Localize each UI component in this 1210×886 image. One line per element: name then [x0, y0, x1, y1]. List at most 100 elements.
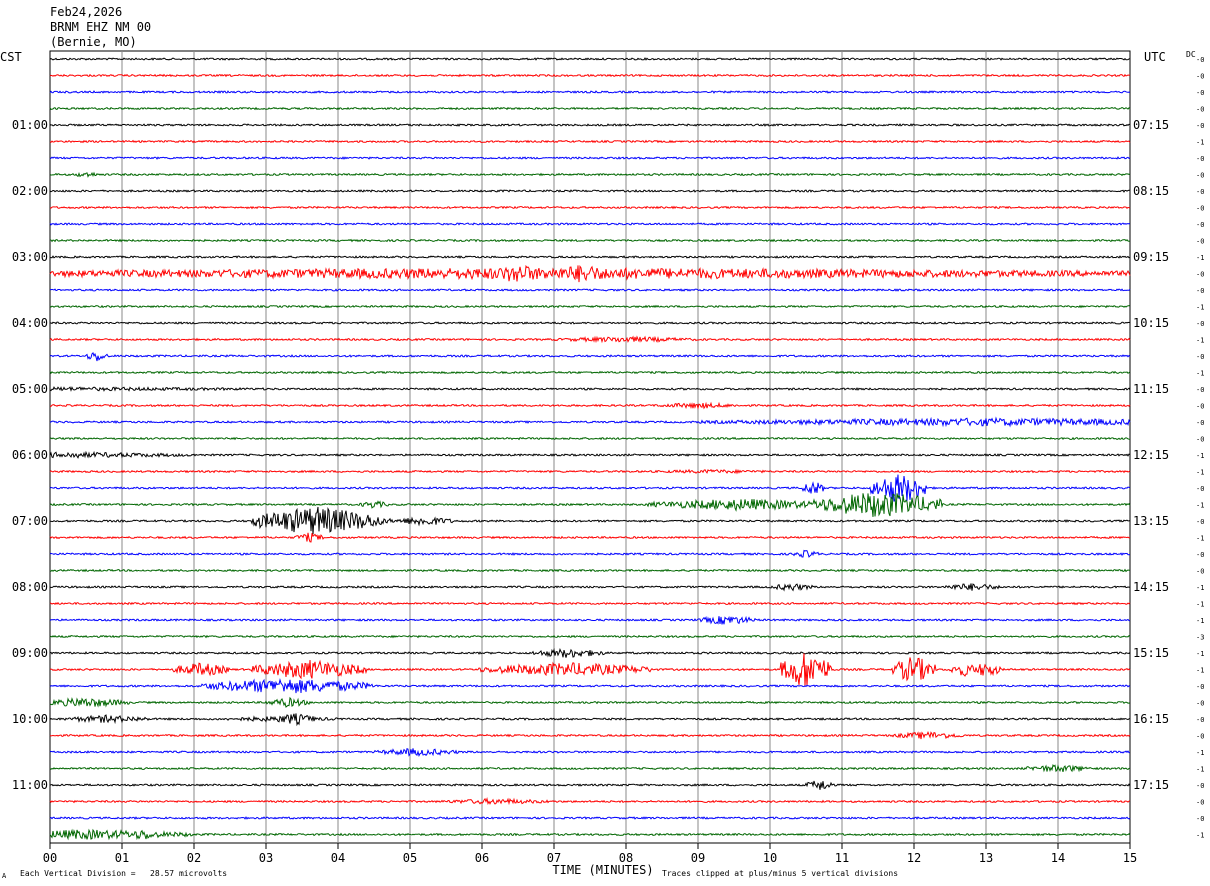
trace-row [49, 288, 1131, 292]
trace-row [49, 828, 1131, 841]
trace-row [49, 156, 1131, 160]
dc-offset-label: -0 [1196, 238, 1204, 246]
trace-row [49, 73, 1131, 78]
dc-offset-label: -0 [1196, 403, 1204, 411]
trace-row [49, 139, 1131, 144]
x-tick-label: 10 [763, 851, 777, 865]
trace-row [49, 304, 1131, 309]
dc-offset-label: -0 [1196, 287, 1204, 295]
plot-frame [49, 50, 1131, 844]
trace-row [49, 748, 1130, 758]
right-hour-label: 15:15 [1133, 646, 1169, 660]
left-hour-label: 08:00 [12, 580, 48, 594]
right-hour-label: 16:15 [1133, 712, 1169, 726]
trace-row [49, 189, 1130, 193]
x-tick-label: 03 [259, 851, 273, 865]
x-tick-label: 12 [907, 851, 921, 865]
dc-offset-label: -0 [1196, 782, 1204, 790]
dc-offset-label: -1 [1196, 535, 1204, 543]
dc-offset-label: -0 [1196, 551, 1204, 559]
right-hour-label: 14:15 [1133, 580, 1169, 594]
dc-offset-header: DC [1186, 50, 1196, 59]
dc-offset-label: -0 [1196, 172, 1204, 180]
trace-row [49, 416, 1131, 428]
dc-offset-label: -1 [1196, 601, 1204, 609]
trace-row [49, 493, 1131, 517]
dc-offset-label: -0 [1196, 106, 1204, 114]
left-hour-label: 05:00 [12, 382, 48, 396]
dc-offset-label: -0 [1196, 419, 1204, 427]
trace-row [50, 506, 1131, 535]
dc-offset-label: -1 [1196, 766, 1204, 774]
x-tick-label: 01 [115, 851, 129, 865]
dc-offset-label: -0 [1196, 122, 1204, 130]
header-date: Feb24,2026 [50, 5, 123, 19]
trace-row [50, 255, 1131, 259]
left-hour-label: 04:00 [12, 316, 48, 330]
dc-offset-label: -0 [1196, 320, 1204, 328]
right-hour-label: 09:15 [1133, 250, 1169, 264]
dc-offset-label: -1 [1196, 370, 1204, 378]
header-location: (Bernie, MO) [50, 35, 137, 49]
clip-note: Traces clipped at plus/minus 5 vertical … [662, 869, 898, 878]
dc-offset-label: -0 [1196, 700, 1204, 708]
dc-offset-label: -0 [1196, 56, 1204, 64]
dc-offset-label: -0 [1196, 89, 1204, 97]
trace-row [49, 615, 1131, 625]
trace-row [49, 264, 1131, 283]
trace-row [49, 321, 1131, 325]
left-timezone-label: CST [0, 50, 22, 64]
trace-row [49, 653, 1131, 686]
trace-row [49, 351, 1131, 362]
trace-row [49, 468, 1131, 475]
trace-row [49, 532, 1131, 543]
dc-offset-label: -0 [1196, 436, 1204, 444]
dc-offset-label: -1 [1196, 584, 1204, 592]
x-tick-label: 13 [979, 851, 993, 865]
dc-offset-label: -0 [1196, 155, 1204, 163]
trace-row [49, 370, 1131, 375]
dc-offset-label: -0 [1196, 353, 1204, 361]
dc-offset-label: -0 [1196, 485, 1204, 493]
trace-row [49, 205, 1131, 210]
trace-row [49, 816, 1131, 820]
trace-row [49, 57, 1131, 61]
dc-offset-label: -0 [1196, 683, 1204, 691]
trace-row [49, 647, 1131, 658]
right-hour-label: 13:15 [1133, 514, 1169, 528]
dc-offset-label: -1 [1196, 502, 1204, 510]
trace-row [49, 238, 1131, 243]
trace-row [49, 222, 1131, 226]
right-hour-label: 07:15 [1133, 118, 1169, 132]
dc-offset-label: -0 [1196, 205, 1204, 213]
dc-offset-label: -1 [1196, 832, 1204, 840]
dc-offset-label: -1 [1196, 337, 1204, 345]
dc-offset-label: -3 [1196, 634, 1204, 642]
dc-offset-label: -1 [1196, 617, 1204, 625]
left-hour-label: 03:00 [12, 250, 48, 264]
dc-offset-label: -0 [1196, 73, 1204, 81]
trace-row [49, 763, 1131, 773]
trace-row [49, 677, 1131, 694]
header-station: BRNM EHZ NM 00 [50, 20, 152, 34]
dc-offset-label: -0 [1196, 799, 1204, 807]
x-tick-label: 15 [1123, 851, 1137, 865]
seismic-traces [49, 57, 1131, 841]
dc-offset-label: -1 [1196, 304, 1204, 312]
trace-row [49, 474, 1131, 502]
trace-row [49, 335, 1131, 344]
trace-row [49, 730, 1131, 740]
trace-row [49, 634, 1131, 639]
dc-offset-label: -1 [1196, 650, 1204, 658]
trace-row [49, 386, 1131, 392]
trace-row [49, 90, 1131, 94]
x-tick-label: 00 [43, 851, 57, 865]
trace-row [49, 780, 1131, 790]
trace-row [49, 696, 1131, 708]
x-tick-label: 06 [475, 851, 489, 865]
dc-offset-label: -1 [1196, 749, 1204, 757]
trace-row [49, 450, 1131, 459]
x-axis-title: TIME (MINUTES) [552, 863, 653, 877]
trace-row [49, 568, 1130, 573]
